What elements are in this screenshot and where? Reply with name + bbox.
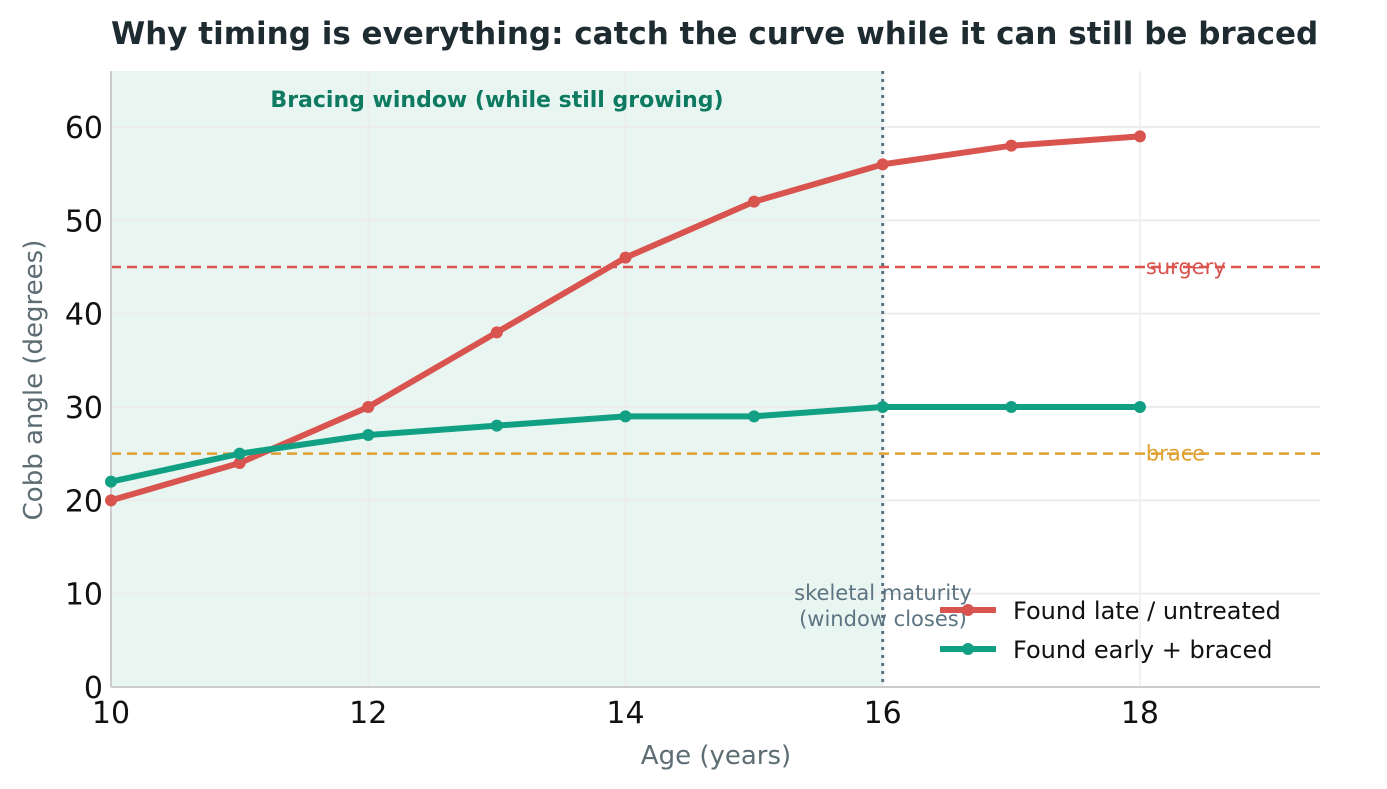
x-tick-label: 10 xyxy=(92,696,130,731)
axes xyxy=(110,71,1320,688)
legend-label-2: Found early + braced xyxy=(1013,636,1273,664)
reference-label-brace: brace xyxy=(1146,442,1205,466)
data-point xyxy=(105,494,117,507)
legend-marker-1 xyxy=(962,604,974,616)
data-point xyxy=(1133,401,1146,413)
series-lines xyxy=(105,130,1146,507)
x-tick-label: 12 xyxy=(349,696,387,731)
data-point xyxy=(490,326,503,339)
y-tick-label: 20 xyxy=(65,484,103,519)
y-tick-label: 40 xyxy=(65,298,103,333)
y-tick-label: 10 xyxy=(65,578,103,613)
data-point xyxy=(619,251,632,264)
grid xyxy=(110,71,1320,687)
plot-background xyxy=(111,71,883,687)
data-point xyxy=(1005,139,1018,152)
bracing-window-region xyxy=(111,71,883,687)
y-axis-label: Cobb angle (degrees) xyxy=(19,240,49,521)
y-tick-label: 0 xyxy=(84,671,103,706)
data-point xyxy=(876,158,889,171)
x-tick-label: 18 xyxy=(1121,696,1159,731)
x-axis-label: Age (years) xyxy=(641,741,791,771)
maturity-label-line1: skeletal maturity xyxy=(794,581,972,605)
maturity-label-line2: (window closes) xyxy=(799,607,967,631)
legend-label-1: Found late / untreated xyxy=(1013,597,1281,625)
reference-label-surgery: surgery xyxy=(1146,255,1226,279)
data-point xyxy=(105,475,117,488)
data-point xyxy=(619,410,632,423)
y-tick-label: 50 xyxy=(65,204,103,239)
data-point xyxy=(1133,130,1146,143)
x-tick-label: 14 xyxy=(606,696,644,731)
data-point xyxy=(233,447,246,460)
data-point xyxy=(748,410,761,423)
data-point xyxy=(876,401,889,413)
legend: Found late / untreated Found early + brac… xyxy=(940,597,1281,664)
data-point xyxy=(1005,401,1018,413)
legend-marker-2 xyxy=(962,643,974,655)
bracing-window-label: Bracing window (while still growing) xyxy=(270,88,723,113)
y-tick-label: 60 xyxy=(65,111,103,146)
y-tick-label: 30 xyxy=(65,391,103,426)
data-point xyxy=(233,457,246,469)
data-point xyxy=(490,419,503,432)
data-point xyxy=(362,429,375,441)
x-tick-label: 16 xyxy=(864,696,902,731)
data-point xyxy=(748,195,761,208)
data-point xyxy=(362,401,375,413)
chart-title: Why timing is everything: catch the curv… xyxy=(111,16,1318,52)
reference-lines: surgery brace xyxy=(111,255,1320,466)
